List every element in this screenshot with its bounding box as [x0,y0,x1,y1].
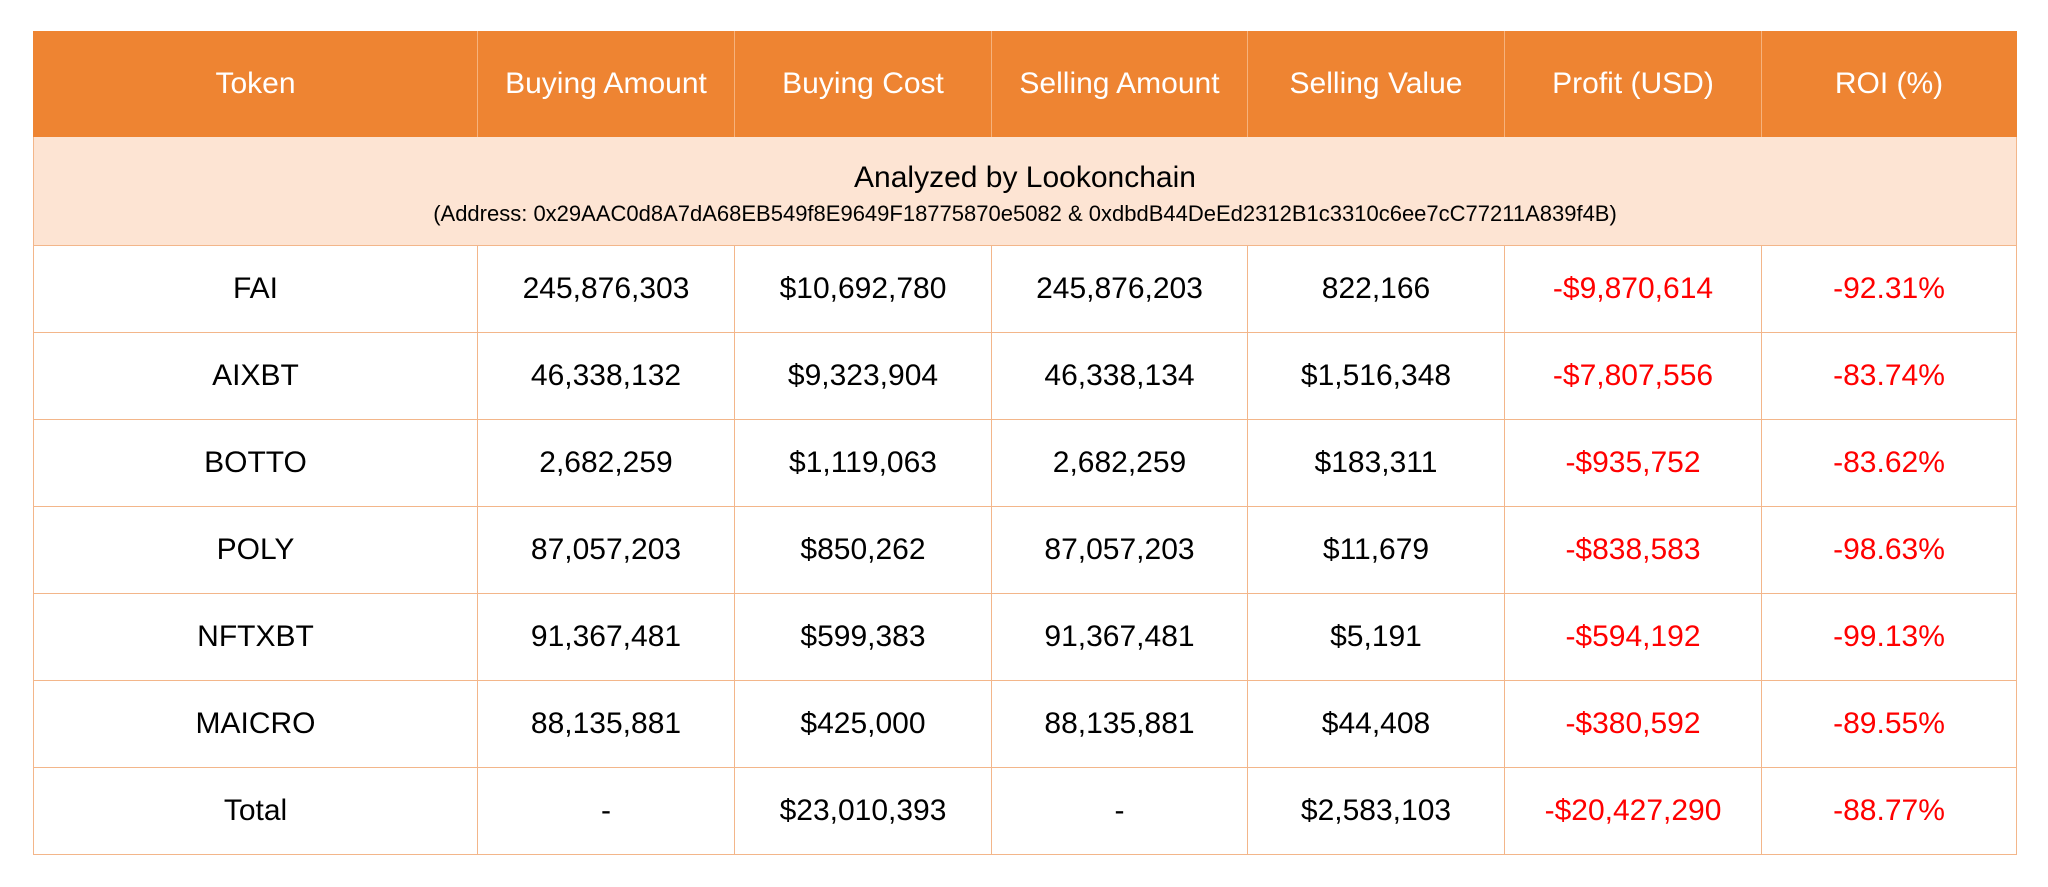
cell-profit: -$20,427,290 [1504,767,1762,855]
cell-selling-amount: 88,135,881 [991,680,1248,768]
cell-token: POLY [33,506,478,594]
cell-profit: -$838,583 [1504,506,1762,594]
cell-selling-amount: 245,876,203 [991,245,1248,333]
analysis-banner-row: Analyzed by Lookonchain (Address: 0x29AA… [33,137,2017,246]
cell-buying-amount: 87,057,203 [477,506,735,594]
cell-buying-cost: $425,000 [734,680,992,768]
cell-selling-amount: - [991,767,1248,855]
cell-roi: -88.77% [1761,767,2017,855]
cell-token: FAI [33,245,478,333]
cell-selling-value: $11,679 [1247,506,1505,594]
cell-profit: -$935,752 [1504,419,1762,507]
cell-profit: -$9,870,614 [1504,245,1762,333]
cell-token: AIXBT [33,332,478,420]
cell-buying-amount: 91,367,481 [477,593,735,681]
header-row: Token Buying Amount Buying Cost Selling … [33,31,2017,137]
cell-roi: -99.13% [1761,593,2017,681]
header-selling-value: Selling Value [1247,31,1505,137]
header-profit-usd: Profit (USD) [1504,31,1762,137]
cell-selling-value: 822,166 [1247,245,1505,333]
cell-token: BOTTO [33,419,478,507]
cell-profit: -$380,592 [1504,680,1762,768]
cell-selling-value: $2,583,103 [1247,767,1505,855]
cell-selling-amount: 87,057,203 [991,506,1248,594]
cell-buying-amount: 88,135,881 [477,680,735,768]
cell-selling-amount: 2,682,259 [991,419,1248,507]
table-row: NFTXBT 91,367,481 $599,383 91,367,481 $5… [33,593,2017,681]
cell-roi: -98.63% [1761,506,2017,594]
header-buying-cost: Buying Cost [734,31,992,137]
cell-roi: -89.55% [1761,680,2017,768]
cell-buying-cost: $9,323,904 [734,332,992,420]
cell-buying-cost: $10,692,780 [734,245,992,333]
header-token: Token [33,31,478,137]
cell-profit: -$7,807,556 [1504,332,1762,420]
cell-token: MAICRO [33,680,478,768]
header-selling-amount: Selling Amount [991,31,1248,137]
table-row: FAI 245,876,303 $10,692,780 245,876,203 … [33,245,2017,333]
banner-title: Analyzed by Lookonchain [854,161,1196,194]
table-body: FAI 245,876,303 $10,692,780 245,876,203 … [33,245,2017,855]
token-profit-table: Token Buying Amount Buying Cost Selling … [33,31,2017,855]
table-row: MAICRO 88,135,881 $425,000 88,135,881 $4… [33,680,2017,768]
cell-profit: -$594,192 [1504,593,1762,681]
analysis-banner: Analyzed by Lookonchain (Address: 0x29AA… [33,137,2017,246]
table-row: AIXBT 46,338,132 $9,323,904 46,338,134 $… [33,332,2017,420]
cell-buying-cost: $1,119,063 [734,419,992,507]
cell-buying-amount: - [477,767,735,855]
cell-token: NFTXBT [33,593,478,681]
cell-buying-cost: $23,010,393 [734,767,992,855]
cell-buying-cost: $599,383 [734,593,992,681]
cell-selling-value: $5,191 [1247,593,1505,681]
cell-selling-amount: 91,367,481 [991,593,1248,681]
cell-selling-amount: 46,338,134 [991,332,1248,420]
total-row: Total - $23,010,393 - $2,583,103 -$20,42… [33,767,2017,855]
cell-roi: -83.62% [1761,419,2017,507]
cell-selling-value: $1,516,348 [1247,332,1505,420]
cell-buying-amount: 46,338,132 [477,332,735,420]
cell-token: Total [33,767,478,855]
cell-buying-amount: 245,876,303 [477,245,735,333]
cell-roi: -92.31% [1761,245,2017,333]
cell-roi: -83.74% [1761,332,2017,420]
cell-buying-amount: 2,682,259 [477,419,735,507]
table-row: POLY 87,057,203 $850,262 87,057,203 $11,… [33,506,2017,594]
cell-selling-value: $44,408 [1247,680,1505,768]
cell-selling-value: $183,311 [1247,419,1505,507]
header-buying-amount: Buying Amount [477,31,735,137]
banner-addresses: (Address: 0x29AAC0d8A7dA68EB549f8E9649F1… [433,201,1617,226]
cell-buying-cost: $850,262 [734,506,992,594]
table-row: BOTTO 2,682,259 $1,119,063 2,682,259 $18… [33,419,2017,507]
header-roi: ROI (%) [1761,31,2017,137]
